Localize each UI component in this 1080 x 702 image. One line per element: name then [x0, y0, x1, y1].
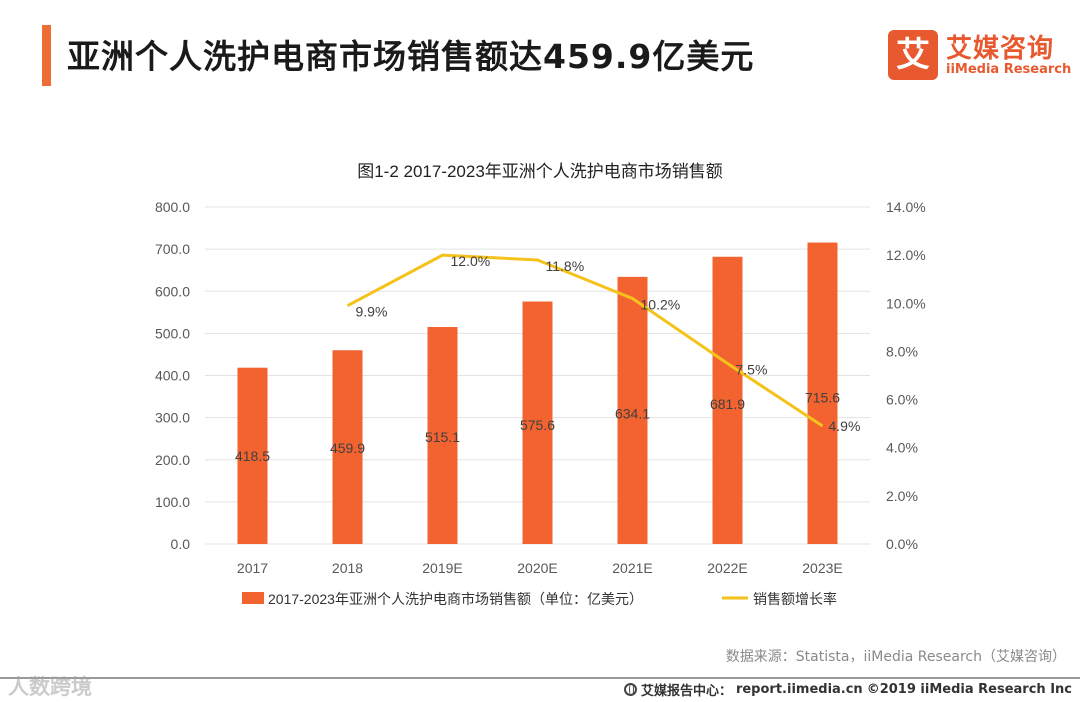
bar [427, 327, 458, 544]
copyright: ©2019 iiMedia Research Inc [866, 682, 1072, 697]
footer-divider [0, 677, 1080, 679]
x-tick: 2019E [422, 560, 462, 576]
bar-data-label: 418.5 [235, 448, 270, 464]
bar-data-label: 634.1 [615, 405, 650, 421]
x-tick: 2022E [707, 560, 747, 576]
y-right-tick: 6.0% [886, 392, 918, 408]
y-left-tick: 300.0 [155, 410, 190, 426]
line-data-label: 10.2% [641, 296, 681, 312]
globe-icon [623, 683, 637, 696]
y-left-tick: 400.0 [155, 368, 190, 384]
y-right-tick: 8.0% [886, 343, 918, 359]
y-left-tick: 500.0 [155, 325, 190, 341]
brand-logo: 艾 艾媒咨询 iiMedia Research [888, 28, 1072, 84]
line-data-label: 11.8% [546, 258, 585, 274]
sales-chart: 图1-2 2017-2023年亚洲个人洗护电商市场销售额 0.0 100.0 200.… [155, 162, 926, 607]
bar [237, 367, 268, 544]
line-data-label: 4.9% [829, 418, 861, 434]
legend-bar-swatch [242, 592, 264, 604]
report-center-label: 艾媒报告中心： [640, 684, 732, 699]
footer-credit: 艾媒报告中心： report.iimedia.cn ©2019 iiMedia … [623, 680, 1072, 699]
growth-rate-line [346, 253, 824, 428]
logo-name-cn: 艾媒咨询 [946, 34, 1055, 64]
x-tick: 2017 [237, 560, 268, 576]
bar [617, 276, 648, 544]
x-tick: 2021E [612, 560, 652, 576]
bar [332, 350, 363, 544]
bar-data-label: 459.9 [330, 440, 365, 456]
line-data-label: 9.9% [356, 304, 388, 320]
line-data-label: 7.5% [736, 361, 768, 377]
y-right-tick: 12.0% [886, 247, 926, 263]
legend-bar-label: 2017-2023年亚洲个人洗护电商市场销售额（单位：亿美元） [268, 591, 643, 607]
x-tick: 2020E [517, 560, 557, 576]
y-right-tick: 10.0% [886, 295, 926, 311]
chart-title: 图1-2 2017-2023年亚洲个人洗护电商市场销售额 [357, 162, 723, 181]
y-right-tick: 2.0% [886, 488, 918, 504]
y-left-tick: 800.0 [155, 199, 190, 215]
x-tick: 2018 [332, 560, 363, 576]
title-accent-bar [42, 25, 51, 86]
y-left-tick: 0.0 [171, 536, 191, 552]
page-title: 亚洲个人洗护电商市场销售额达459.9亿美元 [67, 37, 755, 76]
logo-mark: 艾 [888, 30, 938, 80]
line-data-label: 12.0% [451, 253, 491, 269]
logo-name-en: iiMedia Research [946, 62, 1072, 77]
y-right-tick: 14.0% [886, 199, 926, 215]
bar [807, 242, 838, 544]
bar-data-label: 715.6 [805, 389, 840, 405]
bar-data-label: 515.1 [425, 429, 460, 445]
data-source: 数据来源：Statista，iiMedia Research（艾媒咨询） [725, 649, 1066, 665]
y-left-tick: 200.0 [155, 452, 190, 468]
y-left-tick: 100.0 [155, 494, 190, 510]
y-right-tick: 4.0% [886, 440, 918, 456]
bar-data-label: 681.9 [710, 396, 745, 412]
report-site-link[interactable]: report.iimedia.cn [735, 682, 863, 697]
y-left-tick: 600.0 [155, 283, 190, 299]
bar-data-label: 575.6 [520, 417, 555, 433]
bar [712, 256, 743, 544]
watermark: 人数跨境 [8, 675, 92, 699]
bar [522, 301, 553, 544]
legend-line-label: 销售额增长率 [753, 591, 837, 607]
y-right-tick: 0.0% [886, 536, 918, 552]
x-tick: 2023E [802, 560, 842, 576]
y-left-tick: 700.0 [155, 241, 190, 257]
